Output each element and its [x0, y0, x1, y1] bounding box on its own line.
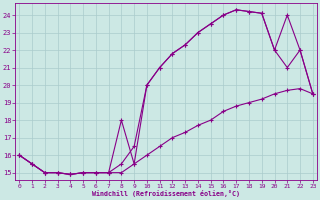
X-axis label: Windchill (Refroidissement éolien,°C): Windchill (Refroidissement éolien,°C) — [92, 190, 240, 197]
